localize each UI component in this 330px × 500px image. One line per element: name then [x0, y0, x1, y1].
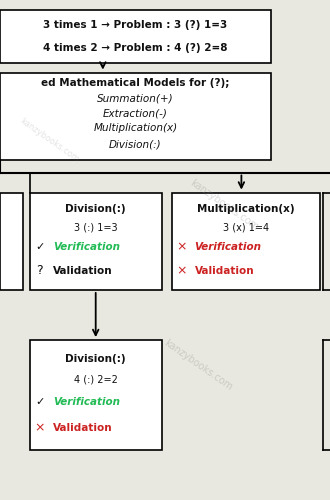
Text: Verification: Verification [53, 396, 120, 406]
Text: ×: × [34, 422, 45, 434]
Text: ✓: ✓ [35, 242, 44, 252]
Text: kanzybooks.com: kanzybooks.com [188, 178, 260, 233]
Text: 4 (:) 2=2: 4 (:) 2=2 [74, 374, 117, 384]
Text: Division(:): Division(:) [65, 204, 126, 214]
FancyBboxPatch shape [30, 192, 162, 290]
FancyBboxPatch shape [172, 192, 320, 290]
Text: Verification: Verification [195, 242, 262, 252]
Text: Validation: Validation [53, 423, 113, 433]
Text: Multiplication(x): Multiplication(x) [93, 124, 177, 134]
Text: kanzybooks.com: kanzybooks.com [162, 338, 234, 392]
Text: kanzybooks.com: kanzybooks.com [18, 116, 81, 164]
Text: Multiplication(x): Multiplication(x) [197, 204, 295, 214]
Text: Division(:): Division(:) [109, 139, 162, 149]
Text: ed Mathematical Models for (?);: ed Mathematical Models for (?); [41, 78, 229, 88]
Text: ?: ? [36, 264, 43, 277]
Text: ✓: ✓ [35, 396, 44, 406]
Text: 4 times 2 → Problem : 4 (?) 2=8: 4 times 2 → Problem : 4 (?) 2=8 [43, 43, 228, 53]
FancyBboxPatch shape [0, 10, 271, 62]
FancyBboxPatch shape [30, 340, 162, 450]
Text: Summation(+): Summation(+) [97, 94, 174, 104]
FancyBboxPatch shape [0, 192, 23, 290]
Text: Validation: Validation [53, 266, 113, 276]
Text: 3 (x) 1=4: 3 (x) 1=4 [223, 222, 269, 232]
Text: ×: × [176, 240, 187, 254]
Text: Extraction(-): Extraction(-) [103, 108, 168, 118]
FancyBboxPatch shape [0, 72, 271, 160]
Text: 3 (:) 1=3: 3 (:) 1=3 [74, 222, 117, 232]
Text: Division(:): Division(:) [65, 354, 126, 364]
Text: 3 times 1 → Problem : 3 (?) 1=3: 3 times 1 → Problem : 3 (?) 1=3 [43, 20, 227, 30]
Text: Verification: Verification [53, 242, 120, 252]
Text: Validation: Validation [195, 266, 254, 276]
Text: ×: × [176, 264, 187, 277]
